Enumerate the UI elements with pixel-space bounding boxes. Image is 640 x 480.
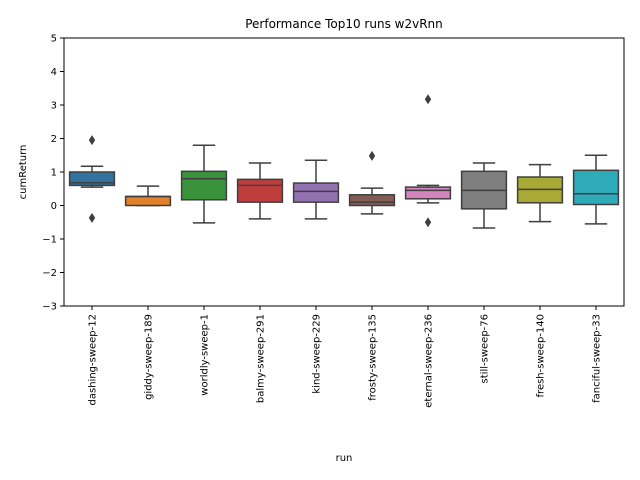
box-balmy-sweep-291 bbox=[236, 162, 284, 220]
x-tick-label: frosty-sweep-135 bbox=[368, 314, 379, 401]
x-tick-label: kind-sweep-229 bbox=[312, 314, 323, 394]
y-tick-label: 1 bbox=[51, 168, 57, 179]
x-tick-label: dashing-sweep-12 bbox=[88, 314, 99, 405]
x-tick-label: still-sweep-76 bbox=[480, 314, 491, 383]
box-body bbox=[404, 186, 452, 200]
y-tick-label: −2 bbox=[42, 268, 57, 279]
x-tick-label: eternal-sweep-236 bbox=[424, 314, 435, 408]
box-dashing-sweep-12 bbox=[68, 135, 116, 223]
box-body bbox=[124, 195, 172, 207]
box-giddy-sweep-189 bbox=[124, 185, 172, 207]
y-tick-label: −3 bbox=[42, 302, 57, 313]
outlier-point bbox=[424, 217, 432, 228]
plot-area bbox=[68, 94, 620, 229]
box-worldly-sweep-1 bbox=[180, 144, 228, 224]
box-body bbox=[572, 169, 620, 206]
y-axis-label: cumReturn bbox=[18, 145, 29, 200]
y-tick-label: 4 bbox=[51, 67, 57, 78]
x-tick-label: fanciful-sweep-33 bbox=[592, 314, 603, 403]
y-tick-label: 2 bbox=[51, 134, 57, 145]
box-kind-sweep-229 bbox=[292, 159, 340, 220]
box-frosty-sweep-135 bbox=[348, 150, 396, 215]
box-eternal-sweep-236 bbox=[404, 94, 452, 228]
outlier-point bbox=[368, 150, 376, 161]
chart-title: Performance Top10 runs w2vRnn bbox=[245, 17, 443, 31]
box-body bbox=[180, 170, 228, 201]
x-tick-label: giddy-sweep-189 bbox=[144, 314, 155, 400]
box-fanciful-sweep-33 bbox=[572, 154, 620, 225]
x-tick-label: balmy-sweep-291 bbox=[256, 314, 267, 403]
y-tick-label: −1 bbox=[42, 235, 57, 246]
y-axis: −3 −2 −1 0 1 2 3 4 5 bbox=[42, 34, 64, 313]
outlier-point bbox=[88, 212, 96, 223]
box-still-sweep-76 bbox=[460, 162, 508, 229]
x-axis-label: run bbox=[336, 453, 353, 464]
x-tick-label: worldly-sweep-1 bbox=[200, 314, 211, 396]
box-fresh-sweep-140 bbox=[516, 163, 564, 223]
y-tick-label: 0 bbox=[51, 201, 57, 212]
x-axis: dashing-sweep-12 giddy-sweep-189 worldly-s… bbox=[88, 306, 603, 408]
y-tick-label: 3 bbox=[51, 101, 57, 112]
box-body bbox=[236, 178, 284, 203]
box-body bbox=[292, 182, 340, 203]
box-body bbox=[348, 194, 396, 207]
x-tick-label: fresh-sweep-140 bbox=[536, 314, 547, 397]
outlier-point bbox=[88, 135, 96, 146]
outlier-point bbox=[424, 94, 432, 105]
y-tick-label: 5 bbox=[51, 34, 57, 45]
